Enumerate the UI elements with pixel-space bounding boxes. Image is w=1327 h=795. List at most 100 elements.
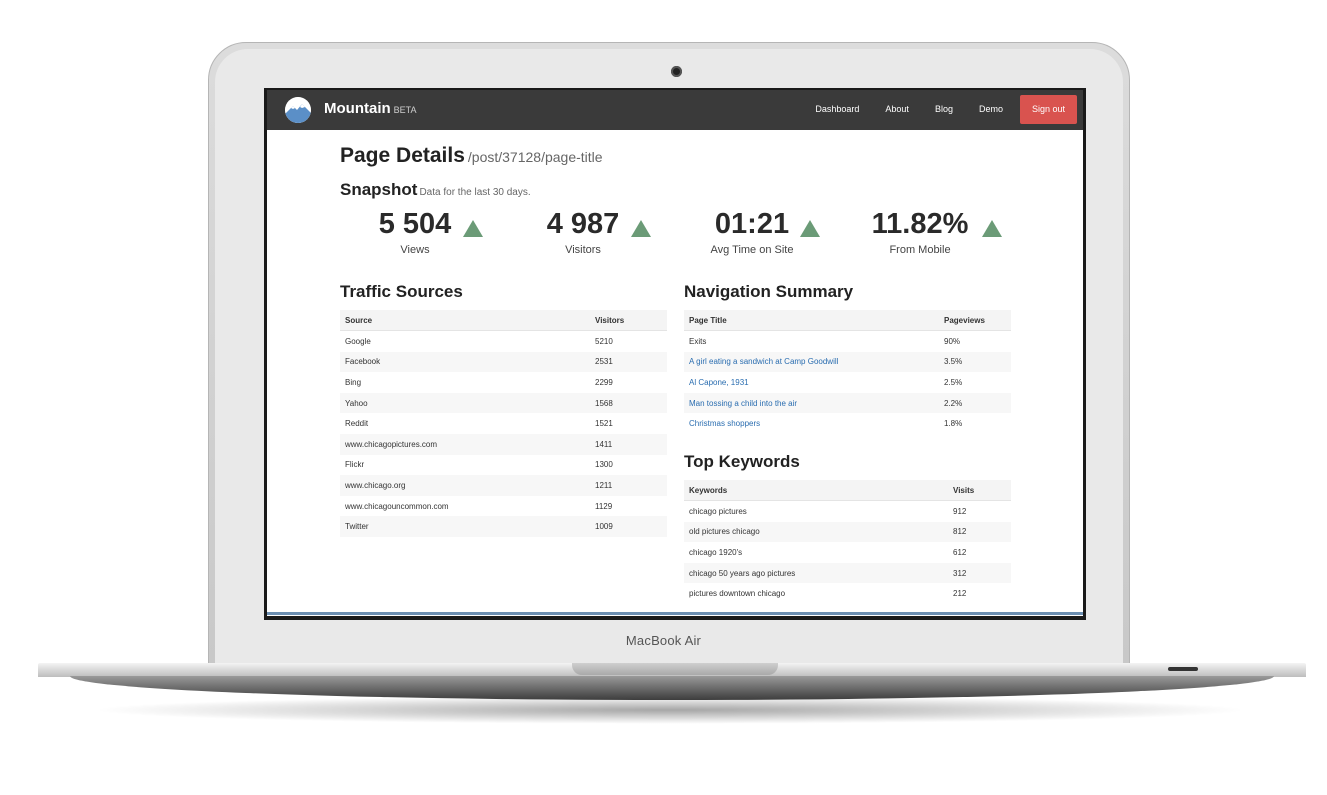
table-row: Christmas shoppers 1.8% (684, 413, 1011, 434)
brand-name: Mountain (324, 100, 391, 117)
column-header: Visitors (590, 310, 667, 331)
column-header: Source (340, 310, 590, 331)
trend-up-icon (631, 220, 651, 237)
table-row: Al Capone, 1931 2.5% (684, 372, 1011, 393)
visitors-cell: 2531 (590, 351, 667, 373)
source-cell: Yahoo (340, 392, 590, 414)
keyword-cell: chicago 50 years ago pictures (684, 562, 948, 584)
laptop-shadow (90, 696, 1250, 724)
top-keywords-title: Top Keywords (684, 452, 800, 471)
keyword-cell: chicago pictures (689, 506, 747, 516)
pageviews-cell: 1.8% (944, 419, 963, 429)
stat-label: Avg Time on Site (710, 244, 794, 256)
table-header-row: Source Visitors (340, 310, 667, 331)
visitors-cell: 1129 (595, 501, 613, 511)
visits-cell: 212 (953, 589, 967, 599)
table-row: A girl eating a sandwich at Camp Goodwil… (684, 351, 1011, 373)
snapshot-subtitle: Data for the last 30 days. (419, 187, 531, 198)
keyword-cell: old pictures chicago (684, 521, 948, 543)
snapshot-title: Snapshot (340, 180, 418, 199)
pageviews-cell: 3.5% (939, 351, 1011, 373)
camera-icon (671, 66, 682, 77)
model-label: MacBook Air (625, 633, 702, 648)
snapshot-heading: Snapshot Data for the last 30 days. (340, 180, 531, 200)
stat-from-mobile: 11.82% From Mobile (840, 206, 1000, 256)
nav-blog[interactable]: Blog (934, 104, 953, 114)
visitors-cell: 1568 (590, 392, 667, 414)
laptop-notch (572, 663, 778, 675)
table-row: www.chicago.org 1211 (340, 475, 667, 496)
page-link[interactable]: A girl eating a sandwich at Camp Goodwil… (689, 357, 839, 367)
page-link[interactable]: Al Capone, 1931 (689, 377, 749, 387)
stat-label: From Mobile (889, 244, 951, 256)
nav-about[interactable]: About (885, 104, 909, 114)
source-cell: Facebook (340, 351, 590, 373)
stat-value: 5 504 (378, 208, 452, 240)
page-link[interactable]: Christmas shoppers (689, 419, 761, 429)
visitors-cell: 1211 (590, 475, 667, 496)
screen-bottom-line (267, 612, 1083, 615)
page-link[interactable]: Man tossing a child into the air (689, 398, 798, 408)
trend-up-icon (982, 220, 1002, 237)
traffic-sources-table: Source Visitors Google 5210 Facebook 2531 Bi… (340, 310, 667, 537)
brand[interactable]: Mountain BETA (324, 100, 417, 117)
brand-badge: BETA (393, 105, 417, 115)
laptop-base-lower (70, 676, 1274, 700)
table-row: Reddit 1521 (340, 413, 667, 434)
source-cell: Reddit (345, 419, 369, 429)
column-header: Page Title (684, 310, 939, 331)
traffic-sources-title: Traffic Sources (340, 282, 463, 301)
top-keywords-table: Keywords Visits chicago pictures 912 old p… (684, 480, 1011, 604)
table-row: Flickr 1300 (340, 455, 667, 476)
page-title-cell: Exits (689, 336, 707, 346)
table-header-row: Page Title Pageviews (684, 310, 1011, 331)
page-title-cell[interactable]: A girl eating a sandwich at Camp Goodwil… (684, 351, 939, 373)
pageviews-cell: 90% (944, 336, 961, 346)
table-row: Facebook 2531 (340, 351, 667, 373)
visits-cell: 612 (953, 547, 967, 557)
table-row: chicago pictures 912 (684, 501, 1011, 522)
keyword-cell: pictures downtown chicago (689, 589, 786, 599)
stat-views: 5 504 Views (335, 206, 495, 256)
sign-out-button[interactable]: Sign out (1019, 95, 1077, 124)
navigation-summary-table: Page Title Pageviews Exits 90% A girl eati… (684, 310, 1011, 434)
visitors-cell: 2299 (595, 377, 613, 387)
pageviews-cell: 2.5% (944, 377, 963, 387)
source-cell: Flickr (345, 460, 365, 470)
table-row: Google 5210 (340, 331, 667, 352)
stat-avg-time: 01:21 Avg Time on Site (672, 206, 832, 256)
stat-value: 01:21 (714, 208, 790, 240)
visitors-cell: 1300 (595, 460, 613, 470)
navigation-summary-title: Navigation Summary (684, 282, 854, 301)
nav-links: Dashboard About Blog Demo Sign out (802, 95, 1077, 124)
page-title-cell[interactable]: Man tossing a child into the air (684, 392, 939, 414)
page-path: /post/37128/page-title (467, 149, 603, 165)
table-row: www.chicagouncommon.com 1129 (340, 496, 667, 517)
visits-cell: 312 (948, 562, 1011, 584)
visitors-cell: 5210 (595, 336, 613, 346)
column-header: Pageviews (939, 310, 1011, 331)
nav-demo[interactable]: Demo (978, 104, 1003, 114)
page-title: Page Details/post/37128/page-title (340, 144, 603, 168)
table-header-row: Keywords Visits (684, 480, 1011, 501)
stat-value: 11.82% (871, 208, 969, 240)
column-header: Keywords (684, 480, 948, 501)
source-cell: Twitter (340, 516, 590, 537)
nav-dashboard[interactable]: Dashboard (815, 104, 860, 114)
source-cell: Google (345, 336, 371, 346)
page-title-text: Page Details (340, 144, 465, 167)
table-row: Exits 90% (684, 331, 1011, 352)
screen: Mountain BETA Dashboard About Blog Demo S… (267, 90, 1083, 616)
keyword-cell: chicago 1920's (689, 547, 743, 557)
visitors-cell: 1009 (590, 516, 667, 537)
visits-cell: 812 (948, 521, 1011, 543)
table-row: Man tossing a child into the air 2.2% (684, 392, 1011, 414)
table-row: chicago 1920's 612 (684, 542, 1011, 563)
source-cell: www.chicagopictures.com (340, 433, 590, 455)
page-title-cell[interactable]: Al Capone, 1931 (684, 372, 939, 393)
page-title-cell[interactable]: Christmas shoppers (684, 413, 939, 434)
source-cell: www.chicago.org (340, 475, 590, 496)
table-row: pictures downtown chicago 212 (684, 583, 1011, 604)
mountain-logo-icon[interactable] (285, 97, 311, 123)
pageviews-cell: 2.2% (939, 392, 1011, 414)
